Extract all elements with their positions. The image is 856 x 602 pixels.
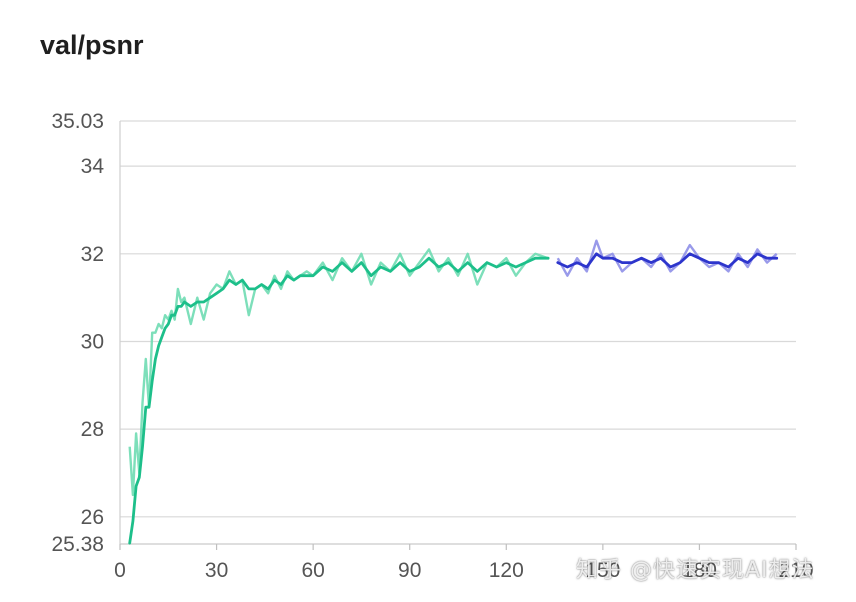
axes — [119, 121, 797, 550]
series-2-raw-line — [556, 239, 778, 277]
watermark-text: 知乎 @快速实现AI想法 — [576, 558, 815, 583]
y-tick-label: 26 — [81, 506, 104, 529]
x-tick-label: 30 — [205, 559, 228, 582]
x-tick-label: 0 — [114, 559, 126, 582]
x-tick-labels: 0 30 60 90 120 150 180 210 — [114, 559, 813, 582]
x-tick-label: 150 — [585, 559, 620, 582]
x-tick-label: 180 — [682, 559, 717, 582]
y-tick-label: 35.03 — [51, 110, 104, 133]
y-tick-label: 25.38 — [51, 533, 104, 556]
series-2-smoothed-line — [556, 252, 779, 269]
y-tick-label: 34 — [81, 155, 105, 178]
x-tick-label: 60 — [301, 559, 324, 582]
x-tick-label: 120 — [489, 559, 524, 582]
x-tick-label: 90 — [398, 559, 421, 582]
y-tick-label: 32 — [81, 243, 104, 266]
chart-title: val/psnr — [40, 30, 144, 60]
series-lines — [128, 239, 779, 545]
series-1-smoothed-line — [128, 256, 550, 545]
grid-lines — [120, 120, 796, 545]
y-tick-labels: 25.38 26 28 30 32 34 35.03 — [51, 110, 104, 556]
x-tick-label: 210 — [778, 559, 813, 582]
series-1-raw-line — [128, 248, 549, 497]
y-tick-label: 30 — [81, 330, 104, 353]
y-tick-label: 28 — [81, 418, 104, 441]
